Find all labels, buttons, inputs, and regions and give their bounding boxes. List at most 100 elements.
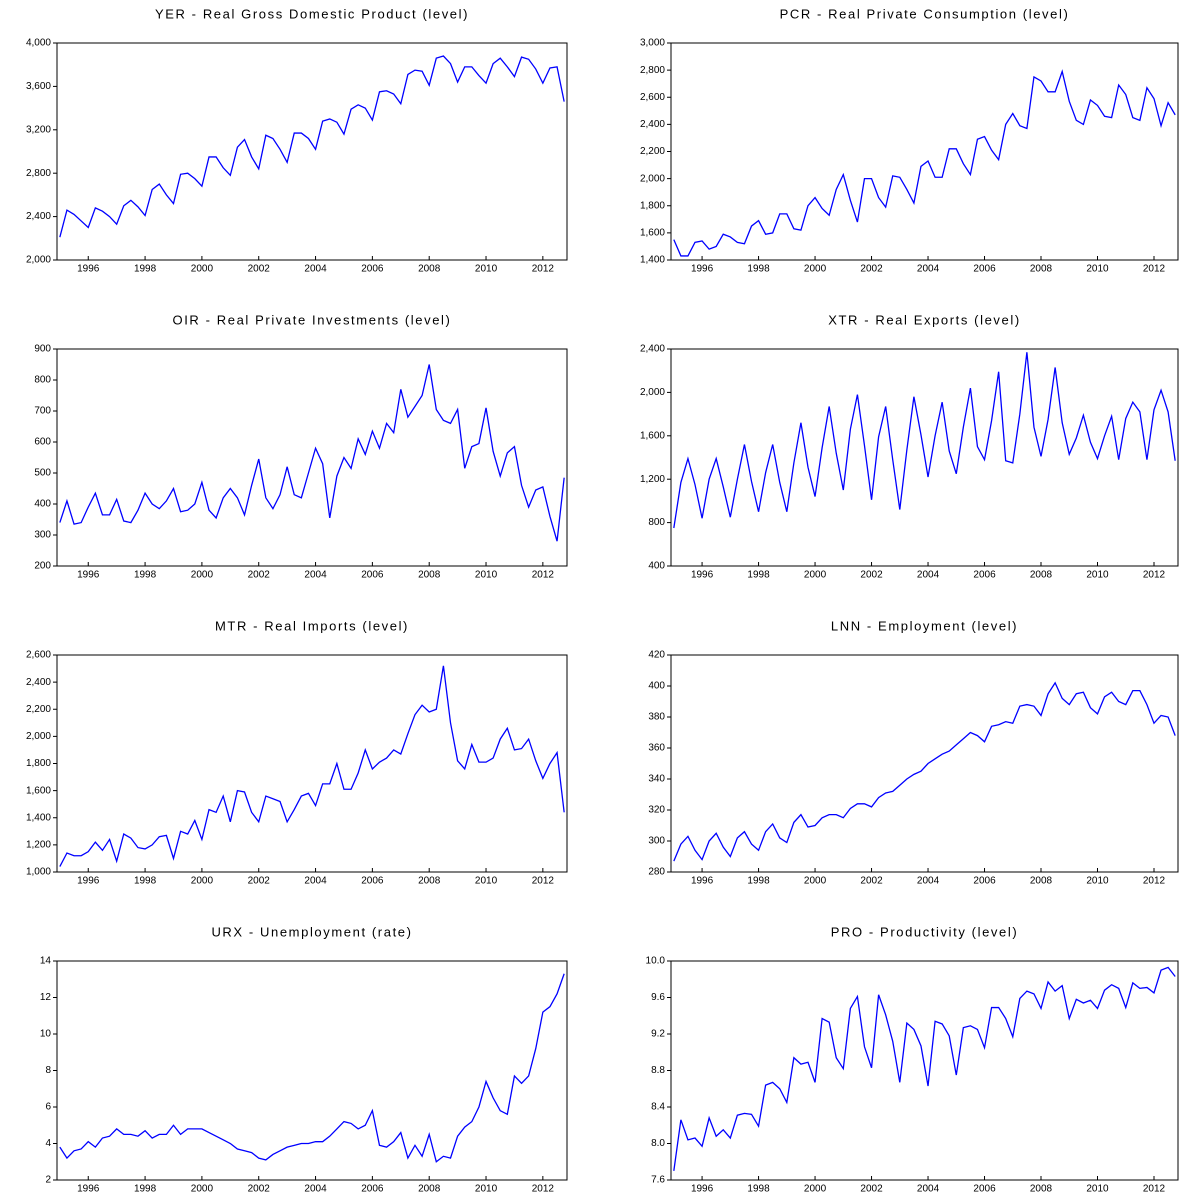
x-tick-label: 2008 [418, 1184, 441, 1195]
y-tick-label: 1,200 [640, 474, 665, 485]
x-tick-label: 1998 [134, 570, 157, 581]
y-tick-label: 300 [648, 836, 665, 847]
y-tick-label: 380 [648, 712, 665, 723]
y-tick-label: 2,400 [26, 677, 51, 688]
plot-frame [670, 960, 1179, 1181]
y-tick-label: 800 [648, 517, 665, 528]
y-tick-label: 9.6 [651, 992, 665, 1003]
x-tick-label: 2006 [361, 876, 384, 887]
data-line [673, 966, 1176, 1171]
y-tick-label: 8.0 [651, 1138, 665, 1149]
x-tick-label: 2008 [1030, 1184, 1053, 1195]
x-tick-label: 2012 [1143, 1184, 1166, 1195]
y-tick-label: 320 [648, 805, 665, 816]
y-tick-label: 900 [34, 344, 51, 355]
x-tick-label: 2010 [1086, 570, 1109, 581]
y-tick-label: 2,200 [26, 704, 51, 715]
y-tick-label: 2,400 [26, 211, 51, 222]
x-tick-label: 2006 [361, 1184, 384, 1195]
chart-title: LNN - Employment (level) [831, 618, 1018, 633]
y-tick-label: 1,600 [640, 430, 665, 441]
y-tick-label: 420 [648, 650, 665, 661]
x-tick-label: 1996 [77, 1184, 100, 1195]
y-tick-label: 3,000 [640, 38, 665, 49]
chart-title: YER - Real Gross Domestic Product (level… [155, 6, 469, 21]
data-line [673, 681, 1176, 862]
x-tick-label: 2000 [191, 876, 214, 887]
y-tick-label: 1,800 [640, 200, 665, 211]
y-tick-label: 14 [40, 956, 52, 967]
y-tick-label: 2 [45, 1175, 51, 1186]
x-tick-label: 2000 [191, 264, 214, 275]
x-tick-label: 2000 [804, 876, 827, 887]
x-tick-label: 2010 [475, 570, 498, 581]
data-line [673, 352, 1176, 529]
x-tick-label: 2006 [973, 1184, 996, 1195]
x-tick-label: 1998 [134, 264, 157, 275]
plot-frame [56, 654, 568, 873]
y-tick-label: 2,400 [640, 119, 665, 130]
x-tick-label: 2008 [418, 570, 441, 581]
y-tick-label: 1,400 [26, 812, 51, 823]
y-tick-label: 400 [648, 561, 665, 572]
x-tick-label: 2000 [804, 570, 827, 581]
x-tick-label: 1996 [691, 570, 714, 581]
y-tick-label: 360 [648, 743, 665, 754]
x-tick-label: 2002 [248, 264, 271, 275]
plot-frame [670, 654, 1179, 873]
x-tick-label: 2004 [304, 264, 327, 275]
x-tick-label: 2004 [917, 876, 940, 887]
y-tick-label: 800 [34, 375, 51, 386]
data-line [59, 665, 565, 867]
x-tick-label: 2006 [973, 570, 996, 581]
x-tick-label: 2008 [418, 264, 441, 275]
chart-title: URX - Unemployment (rate) [211, 924, 412, 939]
x-tick-label: 2000 [191, 1184, 214, 1195]
x-tick-label: 2010 [1086, 264, 1109, 275]
x-tick-label: 1996 [691, 264, 714, 275]
x-tick-label: 2002 [860, 1184, 883, 1195]
y-tick-label: 2,800 [26, 168, 51, 179]
x-tick-label: 2012 [532, 1184, 555, 1195]
plot-frame [56, 42, 568, 261]
x-tick-label: 1996 [691, 1184, 714, 1195]
x-tick-label: 2012 [1143, 876, 1166, 887]
chart-title: XTR - Real Exports (level) [828, 312, 1021, 327]
y-tick-label: 1,400 [640, 255, 665, 266]
y-tick-label: 7.6 [651, 1175, 665, 1186]
chart-title: MTR - Real Imports (level) [215, 618, 409, 633]
x-tick-label: 1998 [134, 876, 157, 887]
plot-frame [670, 348, 1179, 567]
y-tick-label: 2,400 [640, 344, 665, 355]
x-tick-label: 2008 [1030, 264, 1053, 275]
y-tick-label: 3,600 [26, 81, 51, 92]
y-tick-label: 1,600 [640, 228, 665, 239]
x-tick-label: 2008 [418, 876, 441, 887]
y-tick-label: 2,600 [26, 650, 51, 661]
y-tick-label: 8.4 [651, 1102, 665, 1113]
x-tick-label: 1996 [77, 876, 100, 887]
y-tick-label: 1,800 [26, 758, 51, 769]
x-tick-label: 1996 [77, 264, 100, 275]
y-tick-label: 2,000 [26, 731, 51, 742]
x-tick-label: 2000 [804, 264, 827, 275]
y-tick-label: 340 [648, 774, 665, 785]
y-tick-label: 4 [45, 1138, 51, 1149]
data-line [59, 973, 565, 1163]
x-tick-label: 2002 [248, 876, 271, 887]
y-tick-label: 1,600 [26, 785, 51, 796]
y-tick-label: 500 [34, 468, 51, 479]
x-tick-label: 2012 [1143, 264, 1166, 275]
y-tick-label: 12 [40, 992, 52, 1003]
y-tick-label: 400 [34, 499, 51, 510]
y-tick-label: 400 [648, 681, 665, 692]
x-tick-label: 2008 [1030, 570, 1053, 581]
y-tick-label: 300 [34, 530, 51, 541]
x-tick-label: 2012 [532, 570, 555, 581]
y-tick-label: 280 [648, 867, 665, 878]
x-tick-label: 2006 [361, 264, 384, 275]
x-tick-label: 2002 [860, 876, 883, 887]
x-tick-label: 1996 [691, 876, 714, 887]
y-tick-label: 2,800 [640, 65, 665, 76]
